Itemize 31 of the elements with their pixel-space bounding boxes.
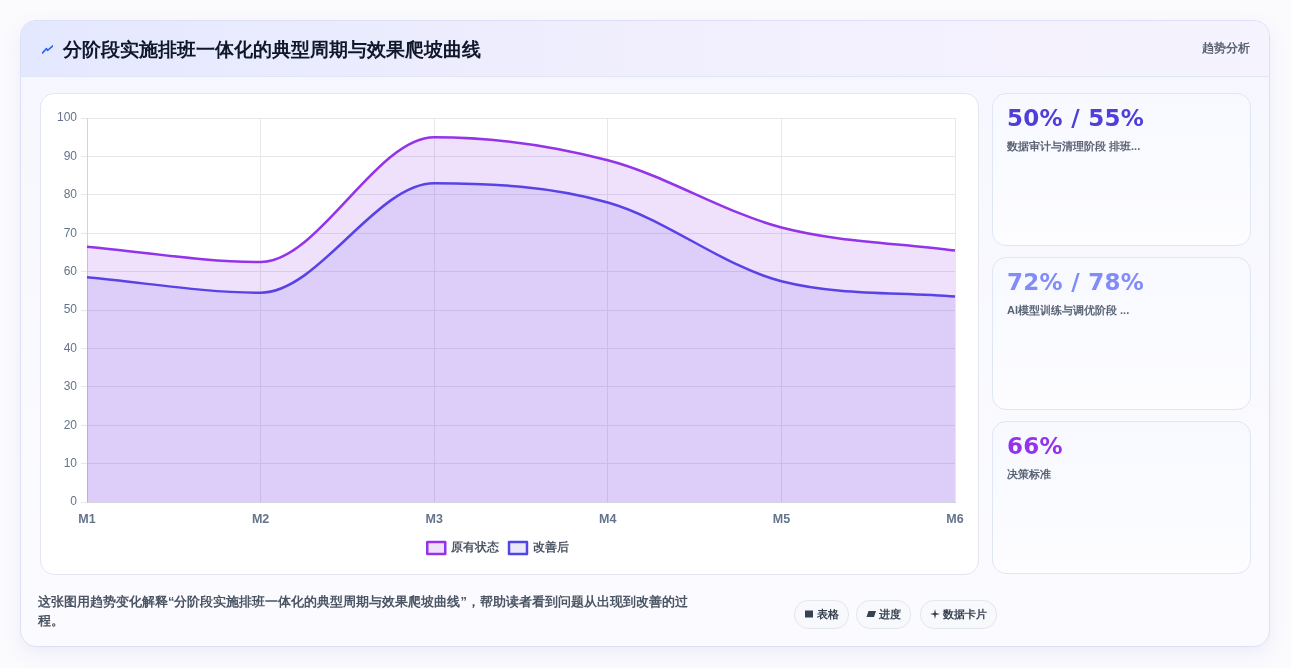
x-tick-label: M4 <box>599 511 617 526</box>
y-tick-label: 80 <box>63 187 78 202</box>
y-tick-label: 20 <box>63 417 78 432</box>
text: 66% <box>1007 433 1063 459</box>
text: AI模型训练与调优阶段 ... <box>1007 303 1130 318</box>
text: 50% / 55% <box>1007 105 1145 131</box>
legend-label: 原有状态 <box>450 540 500 554</box>
x-tick-label: M2 <box>251 511 270 526</box>
x-tick-label: M5 <box>772 511 791 526</box>
y-tick-label: 40 <box>63 340 78 355</box>
y-tick-label: 0 <box>70 494 78 509</box>
x-tick-label: M3 <box>425 511 443 526</box>
text: 72% / 78% <box>1007 269 1145 295</box>
y-tick-label: 30 <box>63 379 78 394</box>
chart-title: 分阶段实施排班一体化的典型周期与效果爬坡曲线 <box>63 38 481 62</box>
text: 数据审计与清理阶段 排班... <box>1007 139 1141 154</box>
y-tick-label: 100 <box>56 110 78 125</box>
y-tick-label: 10 <box>63 455 78 470</box>
text: 进度 <box>879 608 901 620</box>
x-tick-label: M6 <box>946 511 964 526</box>
y-tick-label: 60 <box>63 263 78 278</box>
text: 这张图用趋势变化解释“分阶段实施排班一体化的典型周期与效果爬坡曲线”，帮助读者看到问题从出现到改善的过程。 <box>38 593 689 630</box>
y-tick-label: 90 <box>63 148 78 163</box>
y-tick-label: 70 <box>63 225 78 240</box>
text: 趋势分析 <box>1202 40 1250 57</box>
text: 决策标准 <box>1007 467 1051 482</box>
x-tick-label: M1 <box>78 511 96 526</box>
y-tick-label: 50 <box>63 302 78 317</box>
text: 数据卡片 <box>943 608 987 620</box>
text: 表格 <box>817 608 839 620</box>
legend-label: 改善后 <box>532 540 569 555</box>
